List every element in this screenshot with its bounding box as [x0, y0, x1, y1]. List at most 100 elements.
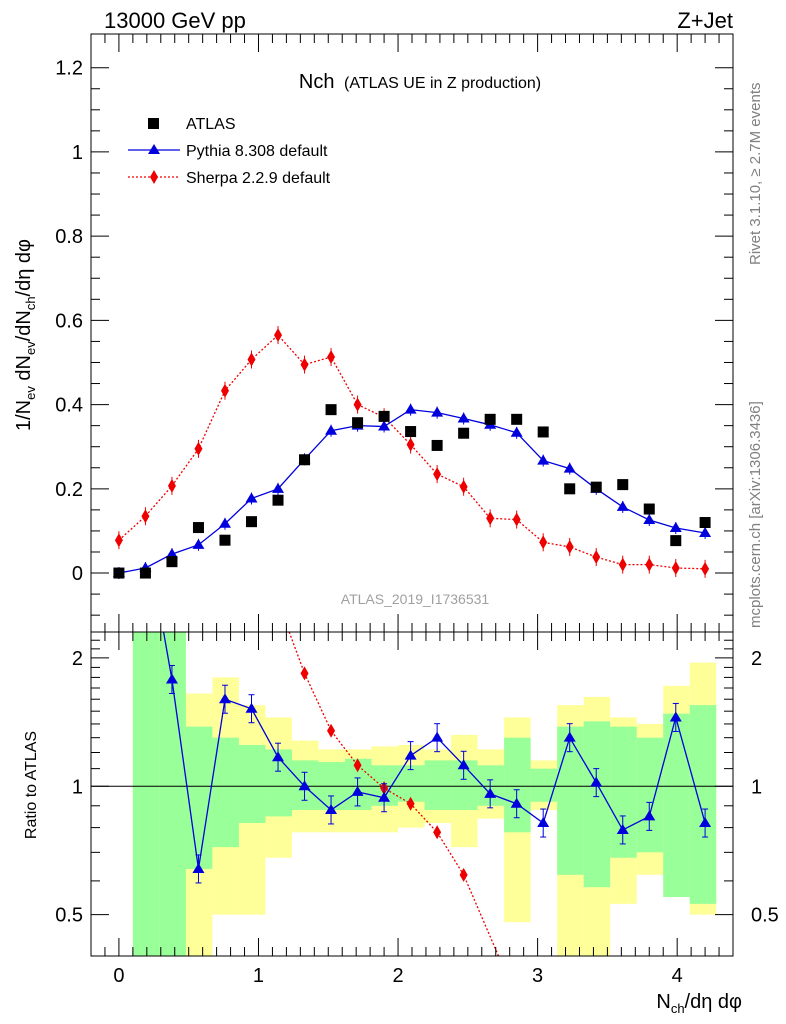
x-axis-label: Nch/dη dφ	[656, 991, 742, 1016]
sherpa-point	[247, 352, 256, 367]
sherpa-point	[167, 478, 176, 493]
atlas-point	[192, 522, 204, 534]
ratio-band-stat	[610, 726, 637, 858]
atlas-point	[458, 427, 470, 439]
sherpa-ratio-point	[459, 867, 468, 882]
pythia-ratio-point	[510, 797, 523, 808]
main-y-tick-label: 0.6	[55, 310, 83, 332]
main-panel: 0 0.2 0.4 0.6 0.8 1 1.2 Nch (ATLAS UE in Z pro…	[13, 33, 734, 633]
sherpa-point	[701, 561, 710, 576]
ratio-axes: 0.5 0.5 1 1 2 2 0 1 2 3 4	[55, 632, 779, 987]
pythia-ratio-point	[457, 759, 470, 770]
pythia-point	[272, 482, 285, 493]
plot-title: Nch (ATLAS UE in Z production)	[299, 71, 541, 93]
ratio-band-stat	[212, 737, 239, 848]
legend-entry-pythia: Pythia 8.308 default	[128, 143, 328, 160]
pythia-point	[616, 500, 629, 511]
x-tick-label: 0	[113, 965, 124, 987]
atlas-point	[670, 535, 682, 547]
atlas-point	[643, 503, 655, 515]
ratio-band-stat	[398, 765, 425, 802]
pythia-point	[510, 426, 523, 437]
ratio-y-axis-label: Ratio to ATLAS	[23, 731, 40, 839]
atlas-point	[564, 483, 576, 495]
atlas-point	[246, 516, 257, 528]
ratio-band-stat	[689, 705, 717, 904]
ratio-y-tick-label: 0.5	[55, 905, 83, 927]
pythia-ratio-point	[616, 823, 629, 834]
sherpa-point	[406, 437, 415, 452]
pythia-point	[431, 406, 444, 417]
ratio-band-stat	[132, 632, 160, 956]
header-energy-label: 13000 GeV pp	[104, 8, 246, 33]
pythia-point	[643, 513, 656, 524]
sherpa-point	[671, 560, 680, 575]
pythia-point	[669, 521, 682, 532]
sherpa-point	[565, 539, 574, 554]
x-tick-label: 2	[392, 965, 403, 987]
pythia-ratio-point	[537, 817, 550, 828]
main-y-tick-label: 0.8	[55, 226, 83, 248]
ratio-band-stat	[636, 737, 664, 853]
pythia-point	[457, 412, 470, 423]
rivet-version-label: Rivet 3.1.10, ≥ 2.7M events	[747, 83, 764, 266]
sherpa-point	[300, 357, 309, 372]
pythia-ratio-point	[431, 731, 444, 742]
legend-label-atlas: ATLAS	[186, 116, 236, 133]
sherpa-point	[618, 557, 627, 572]
sherpa-point	[486, 511, 495, 526]
pythia-ratio-point	[484, 787, 497, 798]
sherpa-point	[353, 397, 362, 412]
pythia-point	[404, 403, 417, 414]
ratio-band-stat	[504, 737, 531, 833]
header-process-label: Z+Jet	[677, 8, 733, 33]
main-axes: 0 0.2 0.4 0.6 0.8 1 1.2	[55, 34, 733, 632]
sherpa-point	[220, 383, 229, 398]
ratio-band-stat	[663, 713, 690, 898]
ratio-y-tick-label-right: 2	[751, 648, 762, 670]
pythia-ratio-point	[699, 817, 712, 828]
sherpa-point	[194, 441, 203, 456]
atlas-point	[511, 413, 523, 425]
sherpa-ratio-point	[406, 796, 415, 811]
x-tick-label: 1	[253, 965, 264, 987]
pythia-ratio-point	[351, 785, 364, 796]
main-data-layer	[112, 326, 712, 580]
sherpa-point	[141, 509, 150, 524]
ratio-panel: 0.5 0.5 1 1 2 2 0 1 2 3 4 Ratio to ATLAS Nch/dη dφ	[23, 631, 779, 1016]
pythia-ratio-point	[378, 791, 391, 802]
pythia-ratio-point	[272, 751, 285, 762]
atlas-point	[166, 556, 178, 568]
sherpa-point	[327, 350, 336, 365]
plot-title-main: Nch	[299, 71, 335, 93]
pythia-ratio-point	[643, 810, 656, 821]
pythia-ratio-point	[563, 731, 576, 742]
mcplots-reference-label: mcplots.cern.ch [arXiv:1306.3436]	[747, 401, 764, 628]
legend-entry-sherpa: Sherpa 2.2.9 default	[128, 170, 331, 187]
sherpa-ratio-point	[353, 758, 362, 773]
sherpa-point	[592, 550, 601, 565]
pythia-point	[537, 454, 550, 465]
pythia-ratio-point	[192, 862, 205, 873]
sherpa-ratio-point	[327, 723, 336, 738]
pythia-ratio-point	[669, 711, 682, 722]
legend-entry-atlas: ATLAS	[148, 116, 236, 133]
atlas-point	[537, 426, 549, 438]
ratio-y-tick-label-right: 1	[751, 776, 762, 798]
pythia-ratio-point	[218, 693, 231, 704]
legend-marker-sherpa	[150, 170, 158, 184]
ratio-band-stat	[238, 744, 266, 824]
main-y-tick-label: 0.4	[55, 395, 83, 417]
x-tick-label: 3	[532, 965, 543, 987]
sherpa-point	[512, 512, 521, 527]
ratio-y-tick-label: 2	[72, 648, 83, 670]
pythia-point	[245, 492, 258, 503]
pythia-ratio-point	[165, 673, 178, 684]
atlas-point	[699, 517, 711, 529]
ratio-data-layer	[91, 631, 733, 957]
pythia-point	[699, 527, 712, 538]
pythia-ratio-line	[162, 631, 706, 870]
sherpa-point	[114, 533, 123, 548]
pythia-point	[378, 420, 391, 431]
